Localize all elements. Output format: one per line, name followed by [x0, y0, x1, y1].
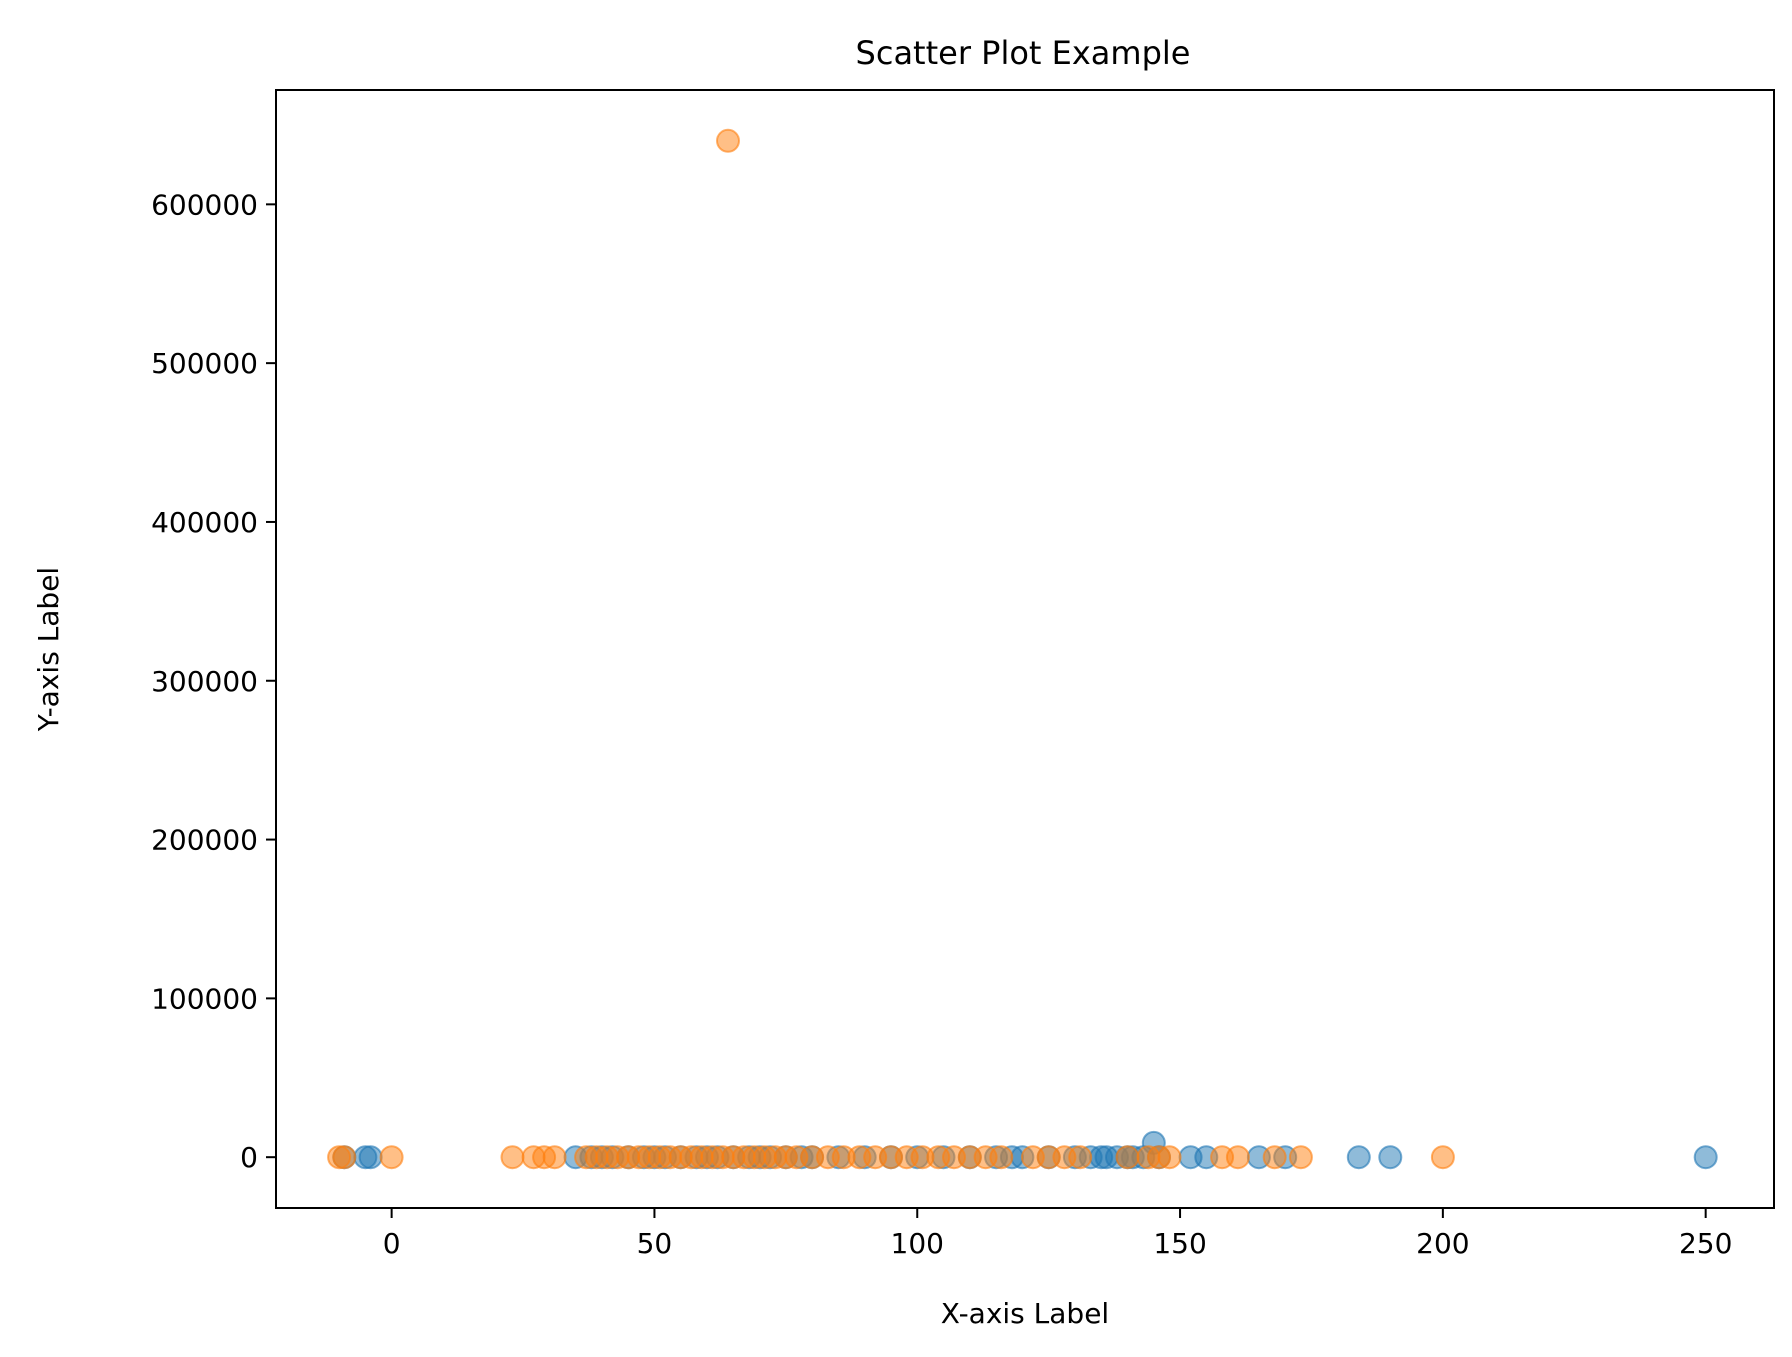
y-axis-ticks: 0 100000 200000 300000 400000 500000 600000: [151, 188, 276, 1174]
series-1-point-6: [542, 1145, 567, 1170]
x-tick-label-0: 0: [383, 1227, 401, 1260]
x-tick-label-2: 100: [891, 1227, 944, 1260]
y-axis-label: Y-axis Label: [32, 567, 65, 732]
series-0-point-47: [1378, 1145, 1403, 1170]
y-tick-label-4: 400000: [151, 506, 258, 539]
series-1-point-2: [379, 1145, 404, 1170]
data-points: [327, 128, 1718, 1170]
series-1-point-1: [332, 1145, 357, 1170]
series-0-point-2: [358, 1145, 383, 1170]
x-tick-label-3: 150: [1153, 1227, 1206, 1260]
y-tick-label-2: 200000: [151, 824, 258, 857]
series-1-point-51: [1262, 1145, 1287, 1170]
x-tick-label-5: 250: [1679, 1227, 1732, 1260]
series-1-point-54: [716, 128, 740, 153]
x-tick-label-1: 50: [637, 1227, 673, 1260]
series-1-point-44: [1068, 1145, 1093, 1170]
x-tick-label-4: 200: [1416, 1227, 1469, 1260]
series-0-point-48: [1693, 1145, 1718, 1170]
series-1-point-48: [1157, 1145, 1182, 1170]
chart-title: Scatter Plot Example: [856, 34, 1191, 72]
x-axis-label: X-axis Label: [941, 1297, 1109, 1330]
series-1-point-40: [989, 1145, 1014, 1170]
series-1-point-53: [1430, 1145, 1455, 1170]
y-tick-label-0: 0: [240, 1141, 258, 1174]
x-axis-ticks: 0 50 100 150 200 250: [383, 1208, 1732, 1260]
y-tick-label-3: 300000: [151, 665, 258, 698]
y-tick-label-5: 500000: [151, 347, 258, 380]
y-tick-label-6: 600000: [151, 188, 258, 221]
y-tick-label-1: 100000: [151, 982, 258, 1015]
series-1-point-52: [1288, 1145, 1313, 1170]
plot-frame: [275, 89, 1775, 1209]
series-0-point-46: [1346, 1145, 1371, 1170]
series-1-point-3: [500, 1145, 525, 1170]
series-1-point-50: [1225, 1145, 1250, 1170]
series-1-point-45: [1115, 1145, 1140, 1170]
